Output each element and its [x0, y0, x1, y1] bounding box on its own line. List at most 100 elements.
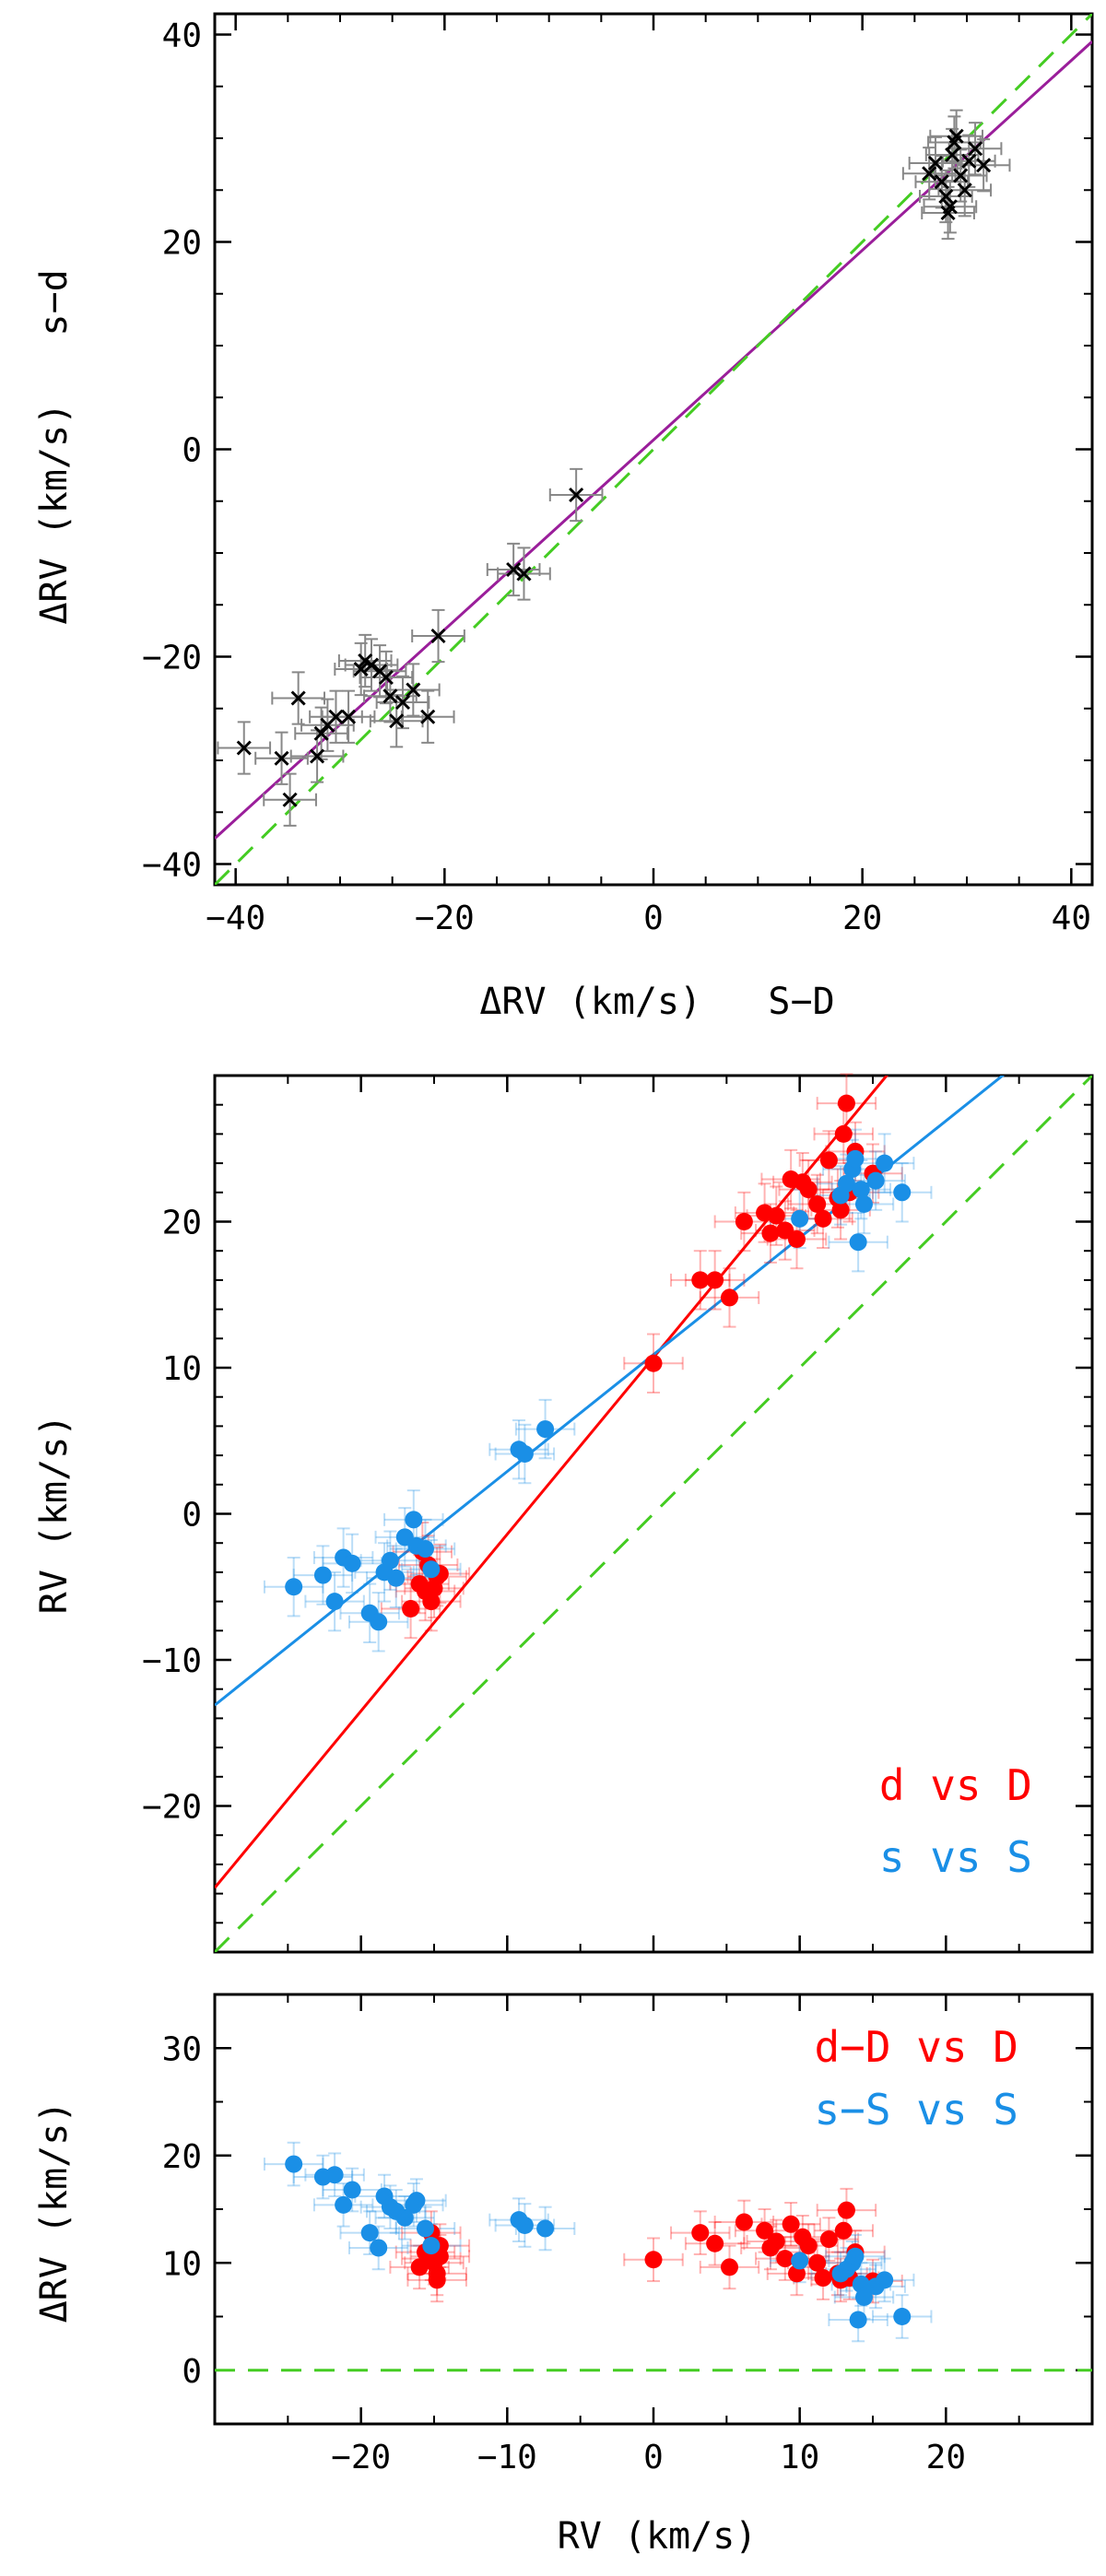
data-point	[515, 1445, 534, 1464]
data-point	[735, 2213, 753, 2231]
data-point	[866, 1171, 885, 1190]
x-tick-label: 10	[780, 2439, 819, 2476]
x-tick-label: −10	[477, 2439, 537, 2476]
y-tick-label: −20	[142, 640, 202, 677]
point-stroke	[274, 750, 289, 766]
data-point	[382, 688, 398, 704]
data-point	[691, 1271, 710, 1289]
data-point	[420, 709, 436, 724]
data-point	[957, 182, 972, 198]
data-point	[370, 2239, 388, 2257]
data-point	[274, 750, 289, 766]
data-point	[325, 2166, 344, 2184]
data-point	[389, 713, 405, 729]
data-point	[791, 2252, 809, 2270]
reference-line	[215, 14, 1092, 885]
data-point	[782, 2215, 800, 2233]
x-tick-label: −20	[415, 900, 475, 937]
data-point	[430, 628, 446, 644]
y-tick-label: −10	[142, 1642, 202, 1680]
data-point	[343, 1554, 361, 1572]
data-point	[706, 1271, 724, 1289]
data-point	[402, 1600, 420, 1618]
point-stroke	[938, 188, 954, 205]
x-tick-label: 20	[926, 2439, 966, 2476]
x-tick-label: 0	[643, 900, 664, 937]
data-point	[363, 657, 380, 673]
y-tick-label: 10	[162, 2245, 202, 2283]
point-stroke	[945, 147, 960, 163]
panel-middle-points	[285, 1094, 912, 1631]
data-point	[536, 2219, 555, 2238]
y-tick-label: 0	[182, 432, 202, 470]
data-point	[313, 725, 329, 741]
data-point	[515, 2216, 534, 2234]
x-tick-label: 0	[643, 2439, 664, 2476]
point-stroke	[290, 690, 306, 706]
data-point	[370, 1613, 388, 1631]
point-stroke	[922, 166, 937, 182]
point-stroke	[353, 661, 369, 677]
legend-dD-vs-D: d−D vs D	[814, 2022, 1018, 2072]
x-tick-label: −20	[331, 2439, 391, 2476]
data-point	[837, 1094, 855, 1112]
data-point	[721, 2258, 739, 2276]
data-point	[938, 188, 954, 205]
data-point	[799, 2237, 818, 2255]
data-point	[406, 682, 421, 698]
data-point	[787, 1230, 806, 1249]
data-point	[378, 669, 394, 686]
x-tick-label: 40	[1052, 900, 1091, 937]
data-point	[942, 199, 958, 215]
data-point	[968, 141, 983, 157]
panel-bottom-x-label: RV (km/s)	[558, 2515, 758, 2558]
point-stroke	[382, 688, 398, 704]
data-point	[808, 1194, 827, 1213]
data-point	[394, 694, 411, 711]
data-point	[927, 155, 944, 171]
point-stroke	[942, 199, 958, 215]
data-point	[791, 1209, 809, 1228]
data-point	[282, 792, 298, 807]
data-point	[819, 2230, 838, 2249]
fit-line	[215, 1076, 1006, 1707]
reference-line	[215, 1076, 1092, 1952]
panel-middle-y-label: RV (km/s)	[33, 1415, 76, 1615]
data-point	[387, 1569, 406, 1587]
data-point	[849, 2311, 867, 2329]
data-point	[837, 1174, 855, 1193]
panel-top-tick-labels: −40 −20 0 20 40 −40 −20 0 20 40	[142, 18, 1091, 938]
point-stroke	[961, 153, 977, 169]
y-tick-label: 10	[162, 1350, 202, 1388]
data-point	[953, 168, 969, 183]
data-point	[808, 2253, 827, 2272]
data-point	[422, 2237, 441, 2255]
data-point	[945, 147, 960, 163]
legend-s-vs-S: s vs S	[879, 1832, 1032, 1882]
point-stroke	[934, 174, 949, 190]
point-stroke	[953, 168, 969, 183]
point-stroke	[394, 694, 411, 711]
data-point	[814, 1209, 832, 1228]
panel-top-x-label: ΔRV (km/s) S−D	[479, 981, 834, 1023]
point-stroke	[378, 669, 394, 686]
data-point	[852, 1181, 870, 1199]
point-stroke	[957, 182, 972, 198]
data-point	[422, 2250, 441, 2268]
data-point	[691, 2224, 710, 2242]
data-point	[721, 1288, 739, 1307]
data-point	[834, 2221, 853, 2240]
data-point	[416, 2219, 434, 2238]
point-stroke	[363, 657, 380, 673]
legend-d-vs-D: d vs D	[879, 1760, 1032, 1810]
point-stroke	[976, 158, 992, 173]
point-stroke	[430, 628, 446, 644]
y-tick-label: 20	[162, 1205, 202, 1242]
data-point	[422, 1593, 441, 1611]
point-stroke	[310, 748, 325, 764]
data-point	[837, 2201, 855, 2219]
y-tick-label: −20	[142, 1789, 202, 1827]
y-tick-label: −40	[142, 847, 202, 885]
x-tick-label: 20	[842, 900, 882, 937]
